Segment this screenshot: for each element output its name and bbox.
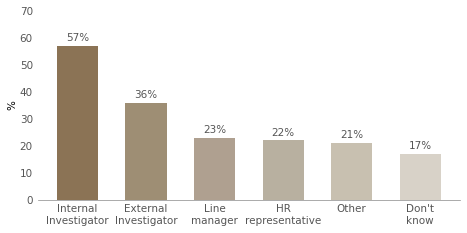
Text: 17%: 17% (409, 141, 432, 151)
Bar (331, 143, 372, 200)
Bar (126, 103, 167, 200)
Bar (262, 140, 304, 200)
Bar (57, 46, 98, 200)
Text: 21%: 21% (340, 130, 363, 140)
Bar (400, 154, 441, 200)
Text: 36%: 36% (134, 90, 157, 100)
Bar (194, 138, 235, 200)
Text: 22%: 22% (272, 128, 295, 138)
Text: 57%: 57% (66, 33, 89, 43)
Y-axis label: %: % (7, 100, 17, 110)
Text: 23%: 23% (203, 125, 226, 135)
